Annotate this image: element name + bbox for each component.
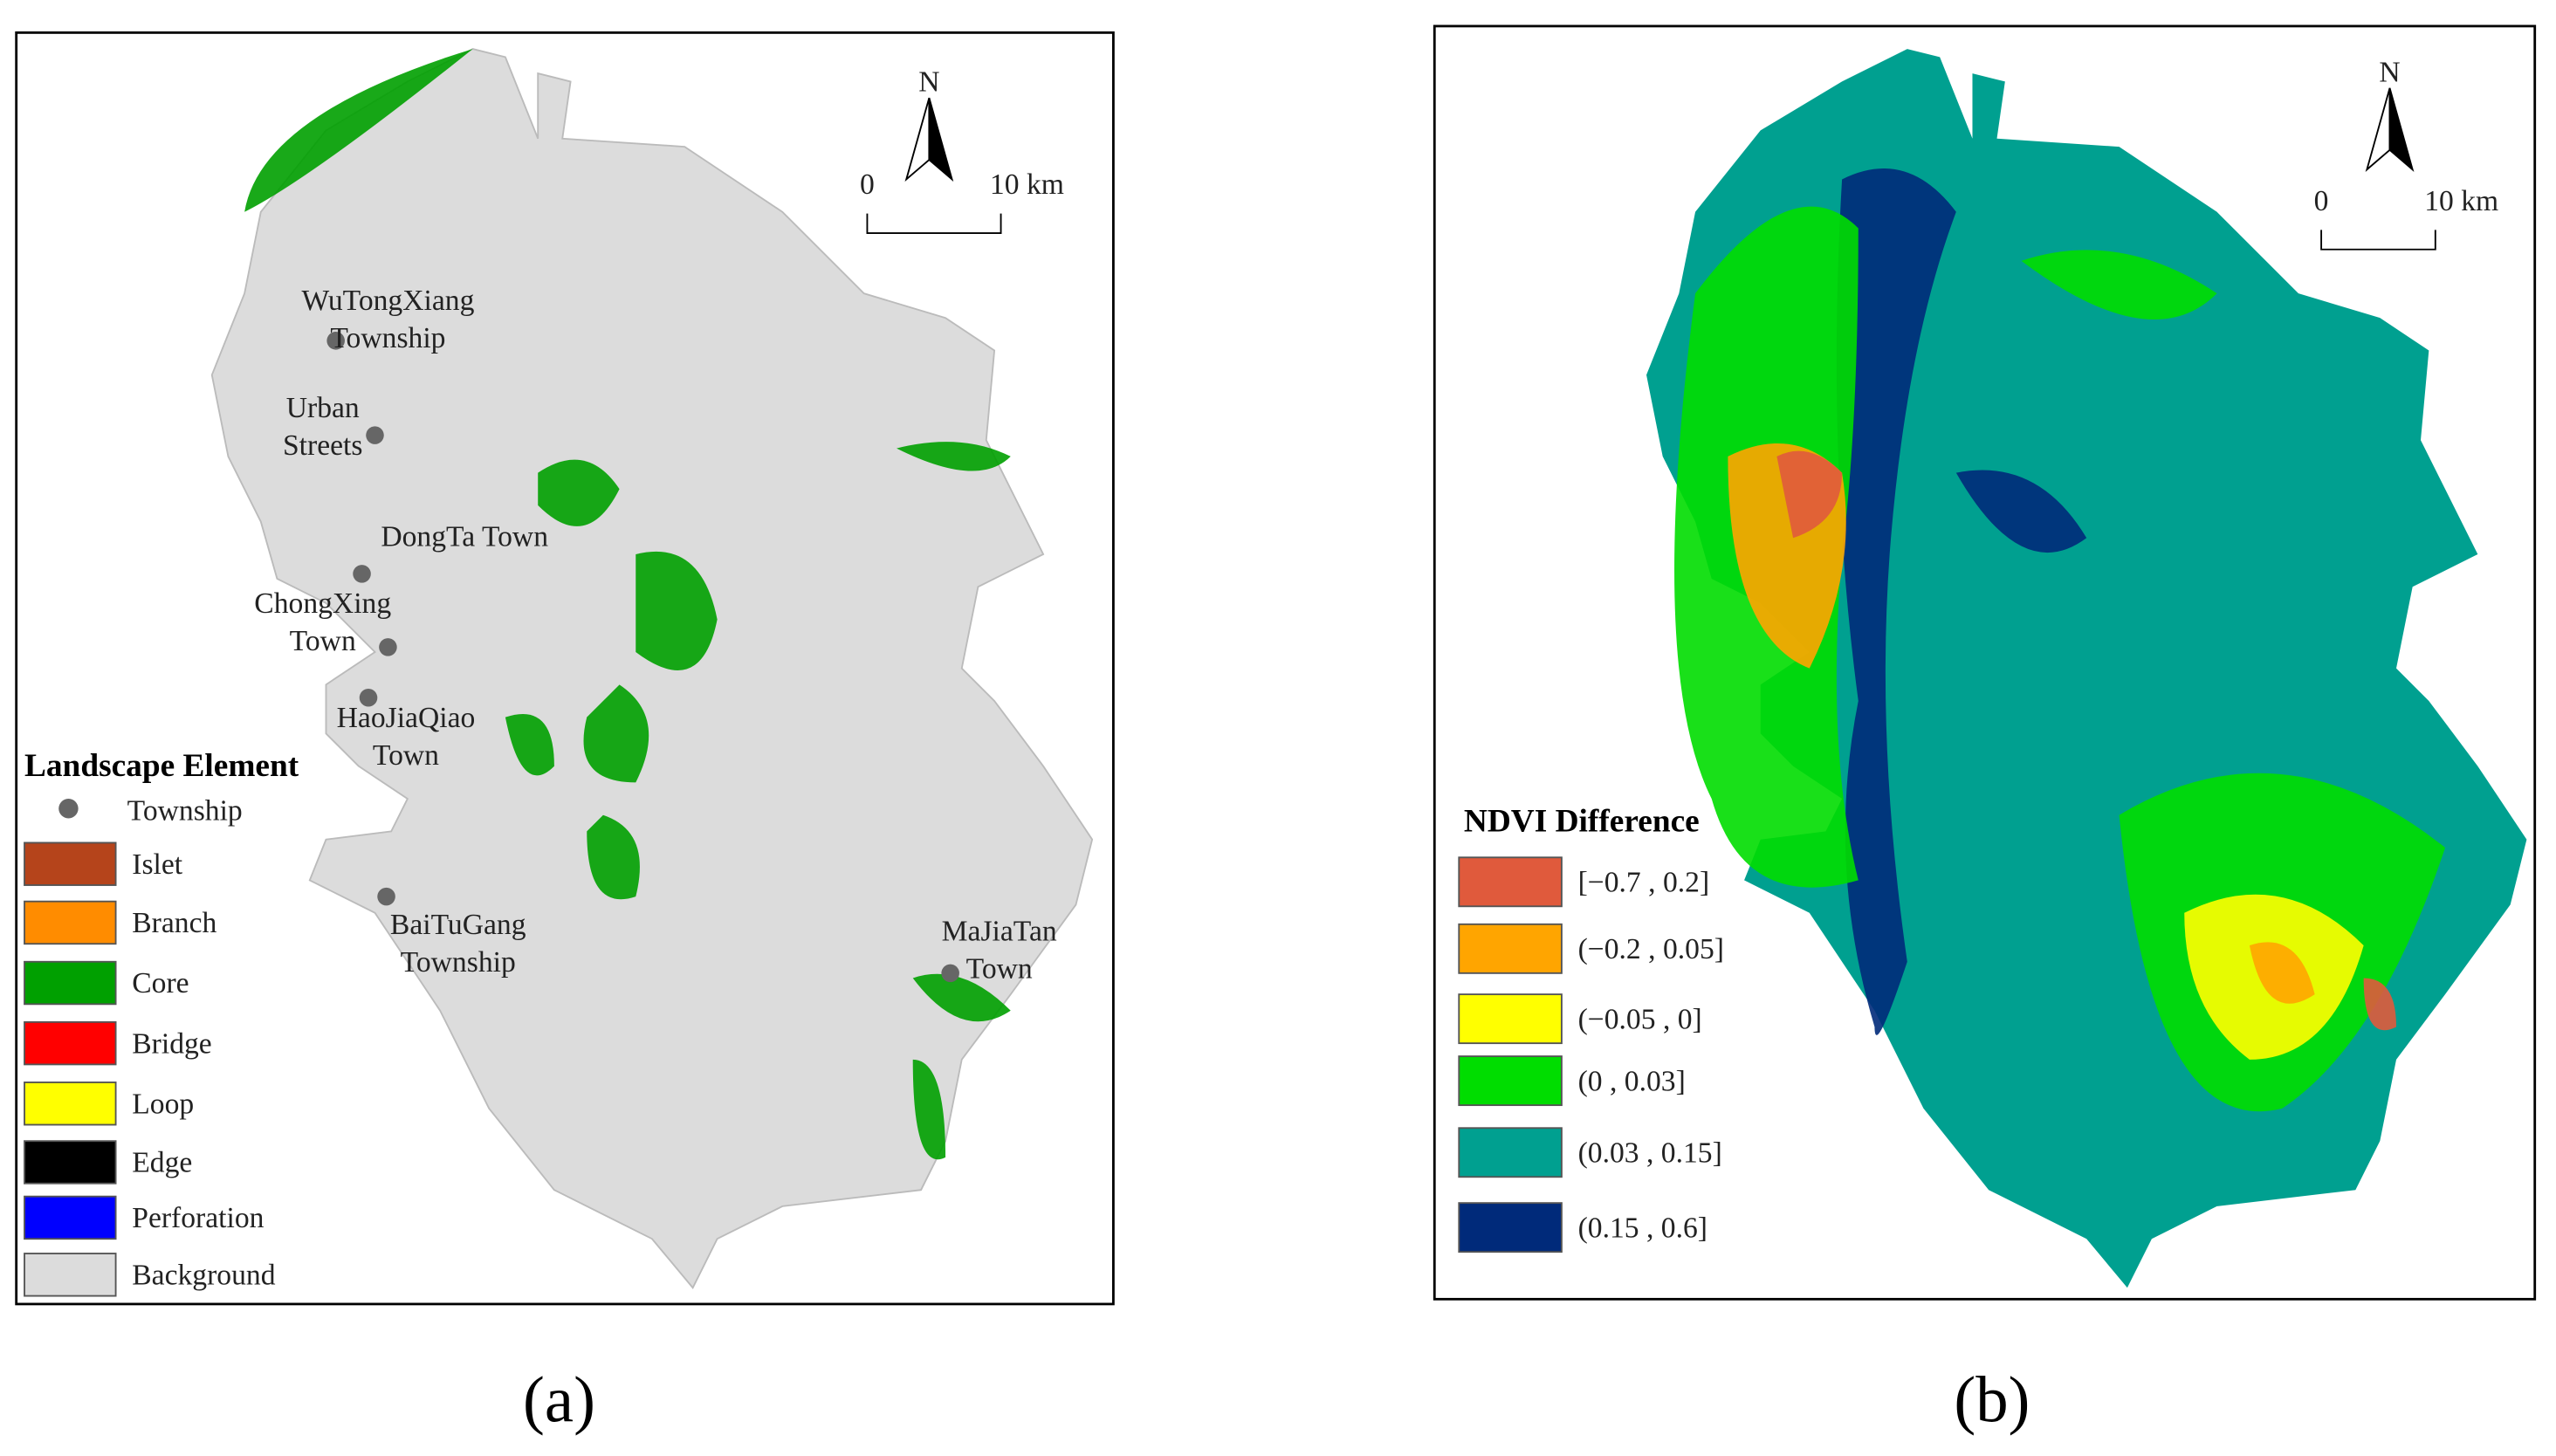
township-label: MaJiaTan — [942, 916, 1057, 948]
legend-swatch — [24, 900, 117, 945]
scale-label: 0 — [860, 168, 875, 201]
patch — [1776, 450, 1843, 539]
north-label: N — [2379, 56, 2400, 88]
legend-swatch — [1458, 1127, 1563, 1178]
legend-swatch — [24, 1140, 117, 1185]
legend-label: Bridge — [132, 1027, 211, 1060]
township-dot — [941, 964, 959, 983]
legend-label: (0.15 , 0.6] — [1578, 1212, 1707, 1244]
legend-label: Edge — [132, 1147, 192, 1179]
township-dot — [379, 638, 397, 656]
patch — [1955, 470, 2087, 553]
township-label: Township — [330, 322, 445, 354]
township-dot — [377, 887, 395, 906]
north-arrow — [2365, 87, 2391, 172]
legend-label: [−0.7 , 0.2] — [1578, 866, 1710, 898]
patch — [912, 1059, 946, 1160]
legend-swatch — [24, 1082, 117, 1126]
scale-bar — [2320, 230, 2436, 251]
caption: (b) — [1954, 1363, 2030, 1436]
legend-title: NDVI Difference — [1464, 803, 1700, 839]
township-label: Streets — [283, 429, 362, 462]
legend-label: (0.03 , 0.15] — [1578, 1137, 1722, 1169]
township-dot — [353, 565, 371, 583]
legend-label: Loop — [132, 1088, 194, 1120]
legend-swatch — [24, 1195, 117, 1240]
scale-label: 10 km — [2424, 185, 2498, 217]
patch — [2363, 978, 2396, 1031]
patch — [2021, 250, 2217, 320]
study-area — [210, 48, 1094, 1289]
north-arrow — [2388, 87, 2415, 172]
frame-b — [1433, 24, 2537, 1301]
patch — [244, 49, 473, 212]
patch — [587, 814, 640, 900]
patch — [897, 442, 1011, 471]
legend-swatch — [24, 1253, 117, 1297]
north-label: N — [918, 66, 939, 99]
township-label: Town — [373, 739, 439, 772]
legend-label: (−0.05 , 0] — [1578, 1003, 1702, 1035]
township-label: DongTa Town — [381, 521, 548, 553]
legend-label: Core — [132, 967, 189, 999]
legend-swatch — [1458, 923, 1563, 974]
legend-swatch — [1458, 856, 1563, 908]
patch — [912, 973, 1011, 1022]
legend-label: (0 , 0.03] — [1578, 1065, 1686, 1097]
legend-swatch — [1458, 993, 1563, 1045]
frame-a — [15, 31, 1115, 1306]
legend-title: Landscape Element — [24, 748, 299, 784]
legend-label: Islet — [132, 848, 183, 881]
legend-swatch — [1458, 1202, 1563, 1253]
township-label: ChongXing — [254, 587, 391, 620]
legend-label: Township — [127, 794, 243, 827]
scale-label: 0 — [2314, 185, 2329, 217]
patch — [2249, 942, 2315, 1004]
north-arrow — [904, 97, 931, 182]
legend-label: Background — [132, 1260, 275, 1292]
township-label: Township — [401, 946, 516, 979]
legend-swatch — [24, 841, 117, 886]
patch — [1836, 168, 1956, 1035]
legend-swatch — [24, 1020, 117, 1066]
township-label: Urban — [286, 392, 360, 424]
township-label: HaoJiaQiao — [337, 702, 476, 734]
legend-point — [58, 799, 79, 819]
patch — [636, 551, 718, 670]
scale-label: 10 km — [990, 168, 1064, 201]
map-b: N 0 10 km NDVI Difference [−0.7 , 0.2] (−0.2 … — [1458, 49, 2527, 1288]
north-arrow — [928, 97, 954, 182]
map-a: N 0 10 km WuTongXiang Township Urban Streets Do… — [24, 48, 1094, 1297]
patch — [583, 684, 649, 783]
township-label: Town — [290, 625, 356, 657]
legend-swatch — [24, 960, 117, 1006]
township-label: WuTongXiang — [301, 285, 474, 317]
patch — [505, 713, 554, 776]
township-label: BaiTuGang — [390, 909, 526, 941]
legend-swatch — [1458, 1055, 1563, 1107]
township-dot — [326, 332, 345, 350]
legend-label: Perforation — [132, 1202, 264, 1234]
scale-bar — [866, 213, 1002, 235]
caption: (a) — [523, 1363, 595, 1436]
patch — [538, 459, 620, 526]
legend-label: Branch — [132, 907, 216, 939]
township-dot — [366, 426, 384, 444]
legend-label: (−0.2 , 0.05] — [1578, 933, 1724, 965]
township-dot — [359, 688, 378, 707]
township-label: Town — [966, 952, 1033, 985]
